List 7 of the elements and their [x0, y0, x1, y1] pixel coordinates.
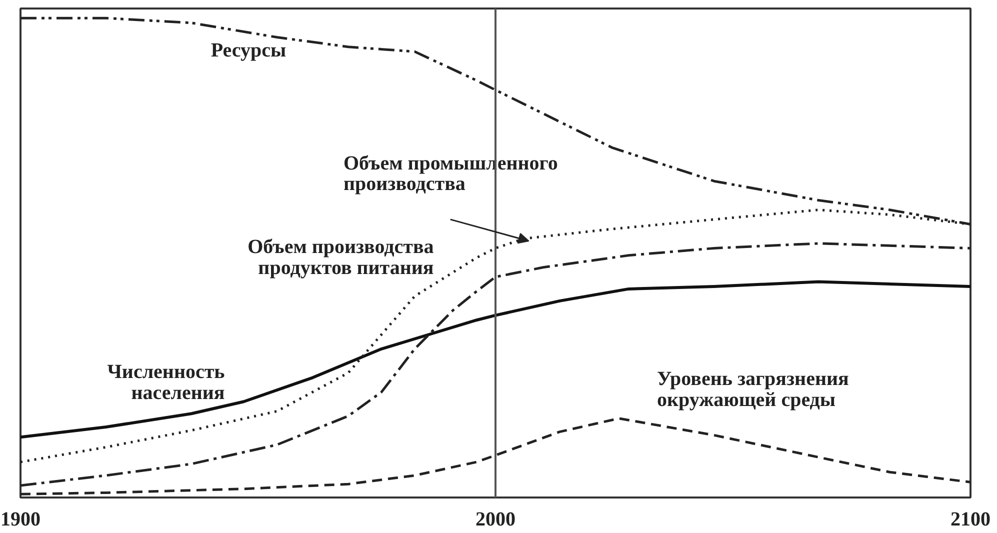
x-tick-label: 1900 — [0, 508, 40, 530]
series-label: Уровень загрязнения окружающей среды — [657, 368, 849, 411]
series-label: Численность населения — [107, 360, 226, 404]
series-label: Объем производства продуктов питания — [248, 236, 434, 280]
x-tick-label: 2100 — [950, 508, 990, 530]
x-tick-label: 2000 — [476, 508, 516, 530]
series-label: Ресурсы — [210, 40, 287, 62]
